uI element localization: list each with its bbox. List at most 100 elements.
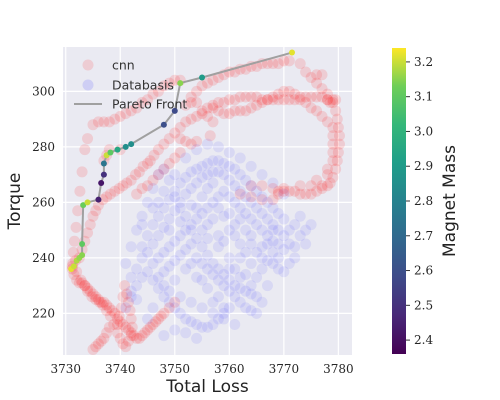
cnn-point [120, 341, 132, 353]
cnn-point [229, 94, 241, 106]
databasis-point [185, 316, 197, 328]
databasis-point [223, 285, 235, 297]
cnn-point [234, 91, 246, 103]
databasis-point [245, 213, 257, 225]
cnn-point [142, 94, 154, 106]
databasis-point [185, 238, 197, 250]
databasis-point [180, 327, 192, 339]
databasis-point [202, 169, 213, 181]
pareto-point [289, 49, 296, 56]
databasis-point [245, 230, 257, 242]
pareto-point [100, 160, 107, 167]
databasis-point [174, 202, 186, 214]
pareto-point [177, 80, 184, 87]
cnn-point [121, 288, 133, 300]
databasis-point [278, 188, 290, 200]
cnn-point [196, 80, 208, 92]
cnn-point [71, 274, 83, 286]
cnn-point [196, 108, 208, 120]
databasis-point [223, 174, 235, 186]
databasis-point [180, 188, 192, 200]
cnn-point [327, 130, 339, 142]
x-axis-label: Total Loss [165, 377, 249, 397]
cnn-point [272, 58, 284, 70]
databasis-point [125, 271, 137, 283]
databasis-point [234, 296, 246, 308]
cnn-point [98, 332, 110, 344]
cnn-point [278, 85, 290, 97]
pareto-point [171, 107, 178, 114]
databasis-point [180, 210, 192, 222]
cnn-point [207, 102, 219, 114]
cnn-point [223, 108, 235, 120]
legend-label-cnn: cnn [112, 58, 135, 73]
databasis-point [261, 238, 273, 250]
cnn-point [191, 110, 203, 122]
databasis-point [267, 219, 279, 231]
cnn-point [113, 310, 125, 322]
databasis-point [158, 202, 170, 214]
databasis-point [283, 224, 295, 236]
cnn-point [117, 338, 129, 350]
databasis-point [196, 321, 208, 333]
cnn-point [240, 105, 252, 117]
cnn-point [204, 130, 216, 142]
databasis-point [185, 224, 197, 236]
databasis-point [223, 146, 235, 158]
cnn-point [202, 102, 213, 114]
databasis-point [180, 224, 192, 236]
databasis-point [245, 280, 257, 292]
cnn-point [87, 343, 99, 355]
databasis-point [196, 224, 208, 236]
cnn-point [331, 113, 343, 125]
databasis-point [131, 263, 143, 275]
databasis-point [191, 163, 203, 175]
databasis-point [278, 244, 290, 256]
databasis-point [202, 282, 213, 294]
grid [63, 47, 352, 355]
cnn-point [90, 341, 102, 353]
legend-marker-cnn [82, 59, 94, 71]
databasis-point [196, 171, 208, 183]
cnn-point [278, 55, 290, 67]
cnn-point [67, 246, 79, 258]
cnn-point [330, 94, 342, 106]
databasis-point [158, 280, 170, 292]
databasis-point [158, 185, 170, 197]
cnn-point [272, 188, 284, 200]
colorbar [392, 48, 406, 354]
x-tick-label: 3770 [269, 362, 300, 376]
databasis-point [245, 257, 257, 269]
databasis-point [207, 155, 219, 167]
databasis-point [218, 302, 230, 314]
cnn-point [133, 332, 145, 344]
cnn-point [278, 94, 290, 106]
databasis-point [245, 305, 257, 317]
databasis-point [207, 213, 219, 225]
cnn-point [90, 294, 102, 306]
databasis-point [261, 280, 273, 292]
databasis-point [152, 169, 164, 181]
cnn-point [131, 332, 143, 344]
cnn-point [261, 94, 273, 106]
cnn-point [251, 91, 263, 103]
cnn-point [311, 77, 323, 89]
databasis-point [207, 196, 219, 208]
cnn-point [142, 158, 154, 170]
colorbar-tick-label: 2.9 [414, 159, 433, 173]
databasis-point [120, 257, 132, 269]
cnn-point [245, 180, 257, 192]
x-tick-label: 3730 [50, 362, 81, 376]
databasis-point [267, 202, 279, 214]
legend-label-databasis: Databasis [112, 78, 174, 93]
cnn-point [103, 321, 115, 333]
cnn-point [212, 105, 224, 117]
cnn-point [97, 299, 109, 311]
databasis-point [169, 205, 181, 217]
databasis-point [212, 155, 224, 167]
cnn-point [185, 113, 197, 125]
cnn-point [311, 185, 323, 197]
databasis-point [169, 191, 181, 203]
cnn-point [98, 296, 110, 308]
databasis-point [158, 291, 170, 303]
